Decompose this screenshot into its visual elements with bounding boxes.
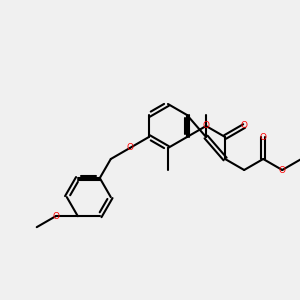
Text: O: O: [279, 166, 286, 175]
Text: O: O: [126, 143, 133, 152]
Text: O: O: [260, 133, 267, 142]
Text: O: O: [202, 122, 210, 130]
Text: O: O: [241, 122, 248, 130]
Text: O: O: [52, 212, 59, 221]
